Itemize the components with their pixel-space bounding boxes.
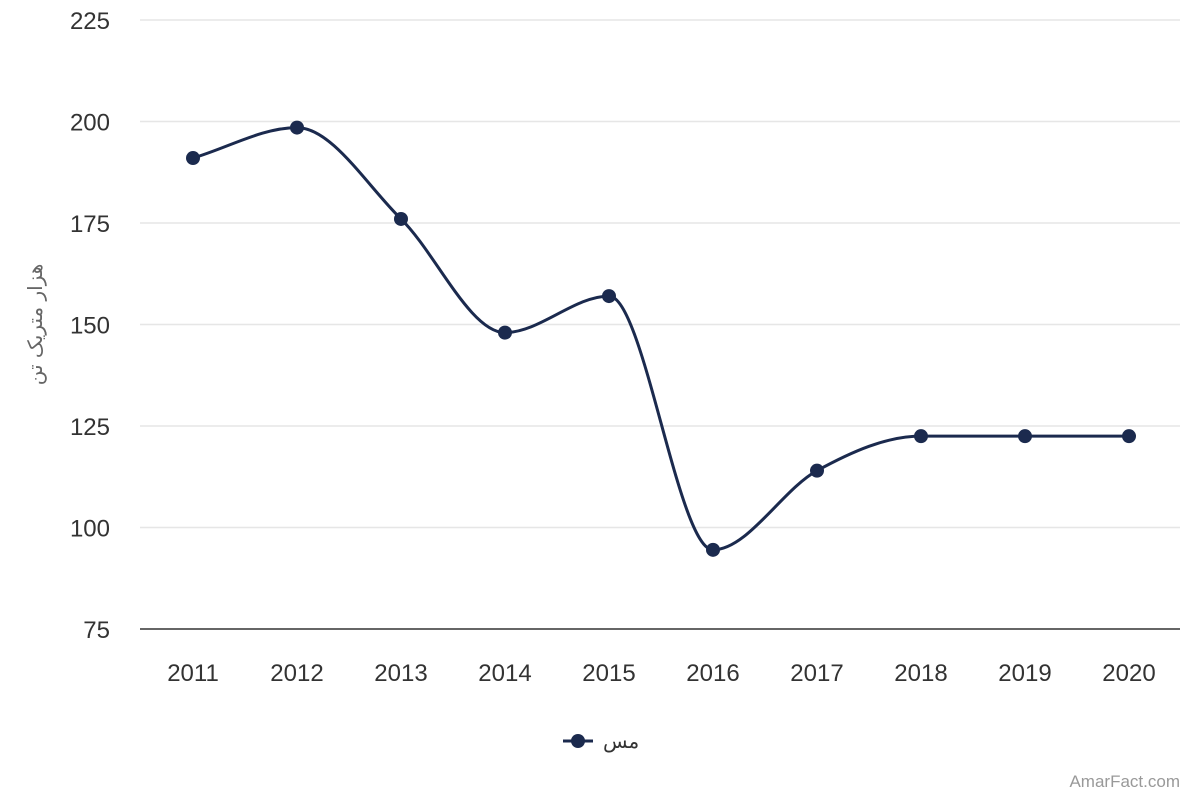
legend-label: مس [603, 729, 639, 753]
x-tick-label: 2017 [790, 660, 843, 687]
data-point[interactable] [706, 542, 720, 557]
grid-lines [140, 19, 1180, 529]
y-tick-label: 150 [70, 313, 110, 340]
x-tick-label: 2018 [894, 660, 947, 687]
data-point[interactable] [810, 463, 824, 478]
x-tick-label: 2019 [998, 660, 1051, 687]
x-tick-label: 2012 [270, 660, 323, 687]
x-tick-label: 2011 [167, 660, 219, 687]
data-point[interactable] [498, 325, 512, 340]
data-point[interactable] [394, 211, 408, 226]
x-tick-label: 2013 [374, 660, 427, 687]
y-tick-label: 200 [70, 110, 110, 137]
data-point[interactable] [290, 120, 304, 135]
credit-link[interactable]: AmarFact.com [1069, 772, 1180, 791]
data-point[interactable] [1018, 429, 1032, 444]
y-axis-tick-labels: 75 100 125 150 175 200 225 [70, 8, 110, 644]
x-tick-label: 2020 [1102, 660, 1155, 687]
data-point[interactable] [602, 289, 616, 304]
y-axis-title: هزار متریک تن [23, 264, 47, 386]
legend-marker-swatch [571, 734, 585, 748]
y-tick-label: 175 [70, 211, 110, 238]
x-tick-label: 2015 [582, 660, 635, 687]
series-line [192, 126, 1129, 552]
x-axis-tick-labels: 2011 2012 2013 2014 2015 2016 2017 2018 2019 2020 [167, 660, 1156, 687]
x-tick-label: 2014 [478, 660, 531, 687]
series-layer [186, 120, 1136, 557]
data-point[interactable] [186, 151, 200, 166]
y-tick-label: 125 [70, 414, 110, 441]
x-tick-label: 2016 [686, 660, 739, 687]
data-point[interactable] [914, 429, 928, 444]
y-tick-label: 100 [70, 516, 110, 543]
data-point[interactable] [1122, 429, 1136, 444]
y-tick-label: 225 [70, 8, 110, 35]
legend[interactable]: مس [563, 729, 639, 753]
y-tick-label: 75 [83, 617, 110, 644]
